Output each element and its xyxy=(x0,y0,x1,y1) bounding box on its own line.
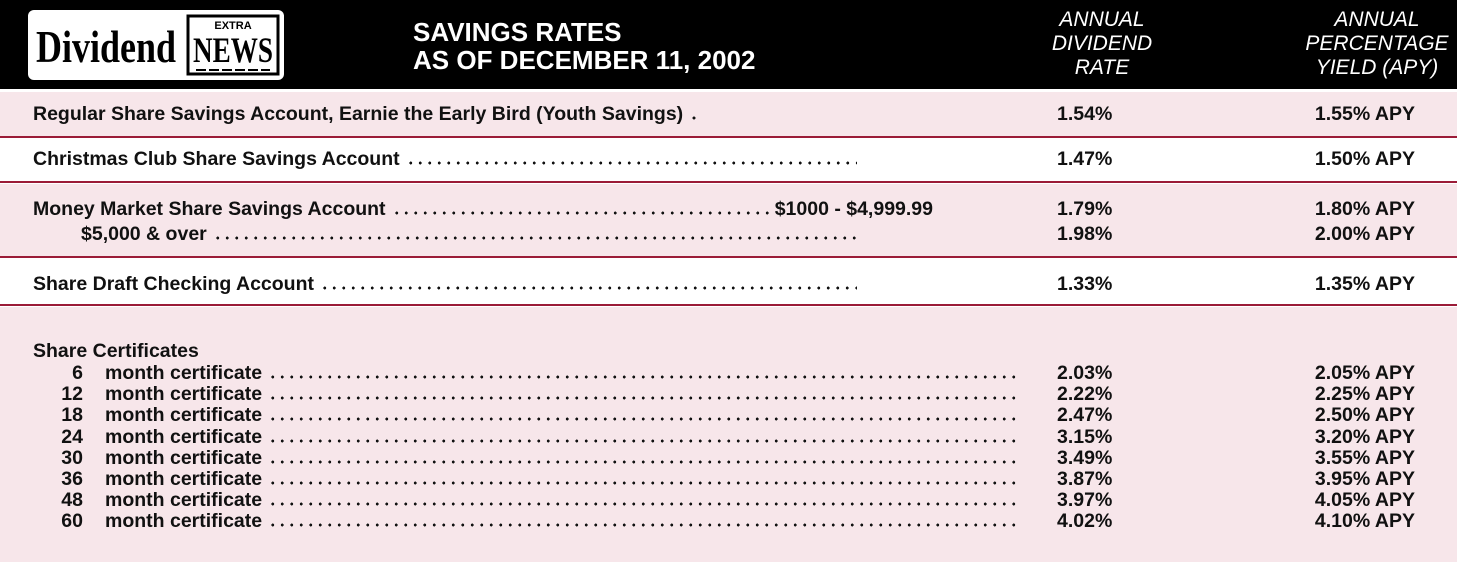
term: 18 xyxy=(61,404,83,427)
column-header: ANNUAL PERCENTAGE YIELD (APY) xyxy=(1257,8,1457,80)
rate: 3.15% xyxy=(1057,425,1113,448)
row-band xyxy=(0,184,1457,256)
title-line: AS OF DECEMBER 11, 2002 xyxy=(413,45,756,75)
column-header-line: PERCENTAGE xyxy=(1305,32,1449,55)
column-header-line: ANNUAL xyxy=(1059,8,1145,31)
rate: 4.02% xyxy=(1057,510,1113,533)
account-line: Share Draft Checking Account xyxy=(33,273,863,295)
rate: 2.22% xyxy=(1057,383,1113,406)
leader xyxy=(212,236,857,240)
leader xyxy=(689,116,700,120)
certificate-line: 6 month certificate xyxy=(33,362,1025,384)
header-band: Dividend EXTRA NEWS SAVINGS RATES AS OF … xyxy=(0,0,1457,89)
certificate-line: 36 month certificate xyxy=(33,468,1025,490)
term: 12 xyxy=(61,383,83,406)
term: 36 xyxy=(61,468,83,490)
certificate-line: 12 month certificate xyxy=(33,383,1025,405)
certificate-label: month certificate xyxy=(105,362,263,384)
apy: 2.00% APY xyxy=(1314,223,1415,245)
row-rule xyxy=(0,256,1457,258)
rate: 1.33% xyxy=(1057,273,1113,295)
logo-badge: EXTRA xyxy=(214,20,251,32)
apy: 2.25% APY xyxy=(1314,383,1415,406)
rate: 2.03% xyxy=(1057,362,1113,384)
leader xyxy=(268,459,1019,464)
leader xyxy=(268,417,1019,422)
account-line: Regular Share Savings Account, Earnie th… xyxy=(33,103,863,125)
certificate-line: 30 month certificate xyxy=(33,447,1025,469)
apy: 4.10% APY xyxy=(1314,510,1415,533)
term: 48 xyxy=(61,489,83,512)
leader xyxy=(268,375,1019,379)
rate: 1.47% xyxy=(1057,148,1113,170)
apy: 2.05% APY xyxy=(1314,362,1415,384)
tier-label: $5,000 & over xyxy=(81,223,207,245)
account-line: Christmas Club Share Savings Account xyxy=(33,148,863,170)
account-name: Share Draft Checking Account xyxy=(33,273,314,295)
certificate-label: month certificate xyxy=(105,404,263,427)
logo: Dividend EXTRA NEWS xyxy=(28,10,284,80)
account-name: Regular Share Savings Account, Earnie th… xyxy=(33,103,684,125)
apy: 3.95% APY xyxy=(1314,468,1415,490)
logo-badge-frame xyxy=(186,14,280,76)
row-band xyxy=(0,92,1457,136)
logo-news: NEWS xyxy=(193,30,273,70)
leader xyxy=(268,481,1019,485)
apy: 1.55% APY xyxy=(1314,103,1415,125)
section-title: Share Certificates xyxy=(33,340,199,362)
account-name: Christmas Club Share Savings Account xyxy=(33,148,400,170)
leader xyxy=(391,211,769,215)
term: 30 xyxy=(61,446,83,469)
logo-word: Dividend xyxy=(36,21,176,72)
title-line: SAVINGS RATES xyxy=(413,17,622,47)
leader xyxy=(268,502,1019,507)
column-header: ANNUAL DIVIDEND RATE xyxy=(982,8,1222,80)
term: 24 xyxy=(61,425,83,448)
rate: 3.97% xyxy=(1057,489,1113,512)
certificate-line: 48 month certificate xyxy=(33,489,1025,511)
leader xyxy=(268,396,1019,401)
certificate-label: month certificate xyxy=(105,510,263,533)
rate: 3.49% xyxy=(1057,446,1113,469)
apy: 4.05% APY xyxy=(1314,489,1415,512)
certificate-line: 60 month certificate xyxy=(33,510,1025,532)
certificate-label: month certificate xyxy=(105,446,263,469)
row-band xyxy=(0,307,1457,562)
column-header-line: YIELD (APY) xyxy=(1315,56,1439,79)
apy: 1.35% APY xyxy=(1314,273,1415,295)
certificate-line: 18 month certificate xyxy=(33,404,1025,426)
apy: 3.20% APY xyxy=(1314,425,1415,448)
leader xyxy=(320,286,857,290)
column-header-line: RATE xyxy=(1074,56,1130,79)
column-header-line: ANNUAL xyxy=(1334,8,1420,31)
leader xyxy=(268,438,1019,443)
tier-line: $5,000 & over xyxy=(81,223,863,245)
certificate-label: month certificate xyxy=(105,383,263,406)
rate: 1.98% xyxy=(1057,223,1113,245)
row-rule xyxy=(0,136,1457,138)
apy: 3.55% APY xyxy=(1314,446,1415,469)
rate: 1.79% xyxy=(1057,198,1113,220)
certificate-label: month certificate xyxy=(105,425,263,448)
rate: 3.87% xyxy=(1057,468,1113,490)
tier-label: $1000 - $4,999.99 xyxy=(774,198,933,220)
term: 60 xyxy=(61,510,83,533)
apy: 1.50% APY xyxy=(1314,148,1415,170)
account-name: Money Market Share Savings Account xyxy=(33,198,386,220)
certificate-label: month certificate xyxy=(105,489,263,512)
certificate-line: 24 month certificate xyxy=(33,426,1025,448)
term: 6 xyxy=(72,362,83,384)
row-rule xyxy=(0,304,1457,306)
leader xyxy=(405,161,857,165)
apy: 2.50% APY xyxy=(1314,404,1415,427)
column-header-line: DIVIDEND xyxy=(1051,32,1153,55)
account-line: Money Market Share Savings Account $1000 … xyxy=(33,198,933,220)
row-rule xyxy=(0,181,1457,183)
apy: 1.80% APY xyxy=(1314,198,1415,220)
rate: 2.47% xyxy=(1057,404,1113,427)
certificate-label: month certificate xyxy=(105,468,263,490)
rate: 1.54% xyxy=(1057,103,1113,125)
leader xyxy=(268,523,1019,528)
